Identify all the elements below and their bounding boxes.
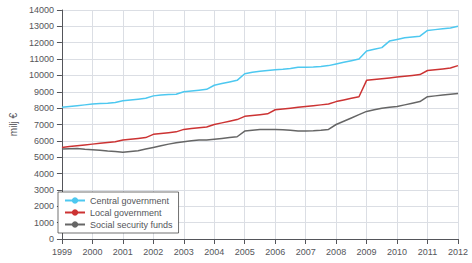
- svg-text:1999: 1999: [52, 247, 72, 257]
- svg-text:6000: 6000: [34, 136, 54, 146]
- svg-text:2008: 2008: [326, 247, 346, 257]
- svg-text:2003: 2003: [174, 247, 194, 257]
- svg-text:2005: 2005: [235, 247, 255, 257]
- svg-text:10000: 10000: [29, 70, 54, 80]
- svg-text:2004: 2004: [204, 247, 224, 257]
- svg-text:2010: 2010: [387, 247, 407, 257]
- svg-text:2007: 2007: [296, 247, 316, 257]
- svg-text:8000: 8000: [34, 103, 54, 113]
- svg-text:2012: 2012: [448, 247, 468, 257]
- svg-text:5000: 5000: [34, 152, 54, 162]
- svg-text:1000: 1000: [34, 218, 54, 228]
- svg-text:2001: 2001: [113, 247, 133, 257]
- svg-text:2000: 2000: [34, 201, 54, 211]
- svg-text:Social security funds: Social security funds: [90, 220, 173, 230]
- svg-text:12000: 12000: [29, 38, 54, 48]
- svg-text:11000: 11000: [30, 54, 54, 64]
- svg-text:Central government: Central government: [90, 196, 170, 206]
- svg-text:2002: 2002: [143, 247, 163, 257]
- svg-text:0: 0: [49, 234, 54, 244]
- svg-text:2006: 2006: [265, 247, 285, 257]
- svg-text:2011: 2011: [418, 247, 437, 257]
- svg-text:2000: 2000: [82, 247, 102, 257]
- svg-text:14000: 14000: [29, 5, 54, 15]
- svg-text:9000: 9000: [34, 87, 54, 97]
- svg-text:13000: 13000: [29, 21, 54, 31]
- svg-text:2009: 2009: [357, 247, 377, 257]
- svg-text:3000: 3000: [34, 185, 54, 195]
- svg-text:Local government: Local government: [90, 208, 162, 218]
- svg-text:4000: 4000: [34, 169, 54, 179]
- svg-text:7000: 7000: [34, 120, 54, 130]
- svg-text:milj €: milj €: [8, 112, 19, 136]
